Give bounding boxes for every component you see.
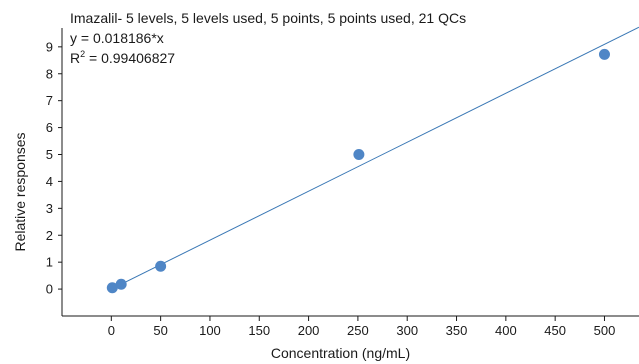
y-tick-label: 8	[46, 66, 53, 81]
x-tick-label: 50	[153, 323, 167, 338]
y-axis-label: Relative responses	[12, 132, 28, 251]
data-point	[115, 278, 127, 290]
x-tick-label: 450	[544, 323, 566, 338]
y-tick-label: 0	[46, 282, 53, 297]
data-point	[598, 48, 610, 60]
x-tick-label: 200	[298, 323, 320, 338]
y-tick-label: 2	[46, 228, 53, 243]
x-tick-label: 150	[248, 323, 270, 338]
y-tick-label: 1	[46, 255, 53, 270]
x-tick-label: 300	[396, 323, 418, 338]
fit-layer	[111, 26, 639, 290]
data-point	[353, 149, 365, 161]
y-tick-label: 3	[46, 201, 53, 216]
x-tick-label: 0	[108, 323, 115, 338]
r-squared-label: R2 = 0.99406827	[70, 49, 175, 66]
ticks: 0 1 2 3 4 5 6 7 8 9 0 50 100 150 200 250 300 350 400 450 500	[46, 39, 616, 338]
fit-line	[111, 26, 639, 290]
r-squared-superscript: 2	[80, 49, 85, 59]
fit-equation: y = 0.018186*x	[70, 30, 164, 46]
x-tick-label: 400	[495, 323, 517, 338]
chart-title: Imazalil- 5 levels, 5 levels used, 5 poi…	[70, 10, 466, 26]
x-tick-label: 350	[446, 323, 468, 338]
y-tick-label: 6	[46, 120, 53, 135]
r-squared-prefix: R	[70, 50, 80, 66]
y-tick-label: 4	[46, 174, 53, 189]
r-squared-value: = 0.99406827	[85, 50, 175, 66]
x-tick-label: 250	[347, 323, 369, 338]
points-layer	[106, 48, 610, 294]
y-tick-label: 7	[46, 93, 53, 108]
axes	[61, 28, 639, 317]
x-tick-label: 100	[199, 323, 221, 338]
x-tick-label: 500	[594, 323, 616, 338]
y-tick-label: 9	[46, 39, 53, 54]
y-tick-label: 5	[46, 147, 53, 162]
data-point	[155, 260, 167, 272]
x-axis-label: Concentration (ng/mL)	[271, 345, 410, 361]
chart-header: Imazalil- 5 levels, 5 levels used, 5 poi…	[70, 10, 466, 66]
data-point	[106, 282, 118, 294]
